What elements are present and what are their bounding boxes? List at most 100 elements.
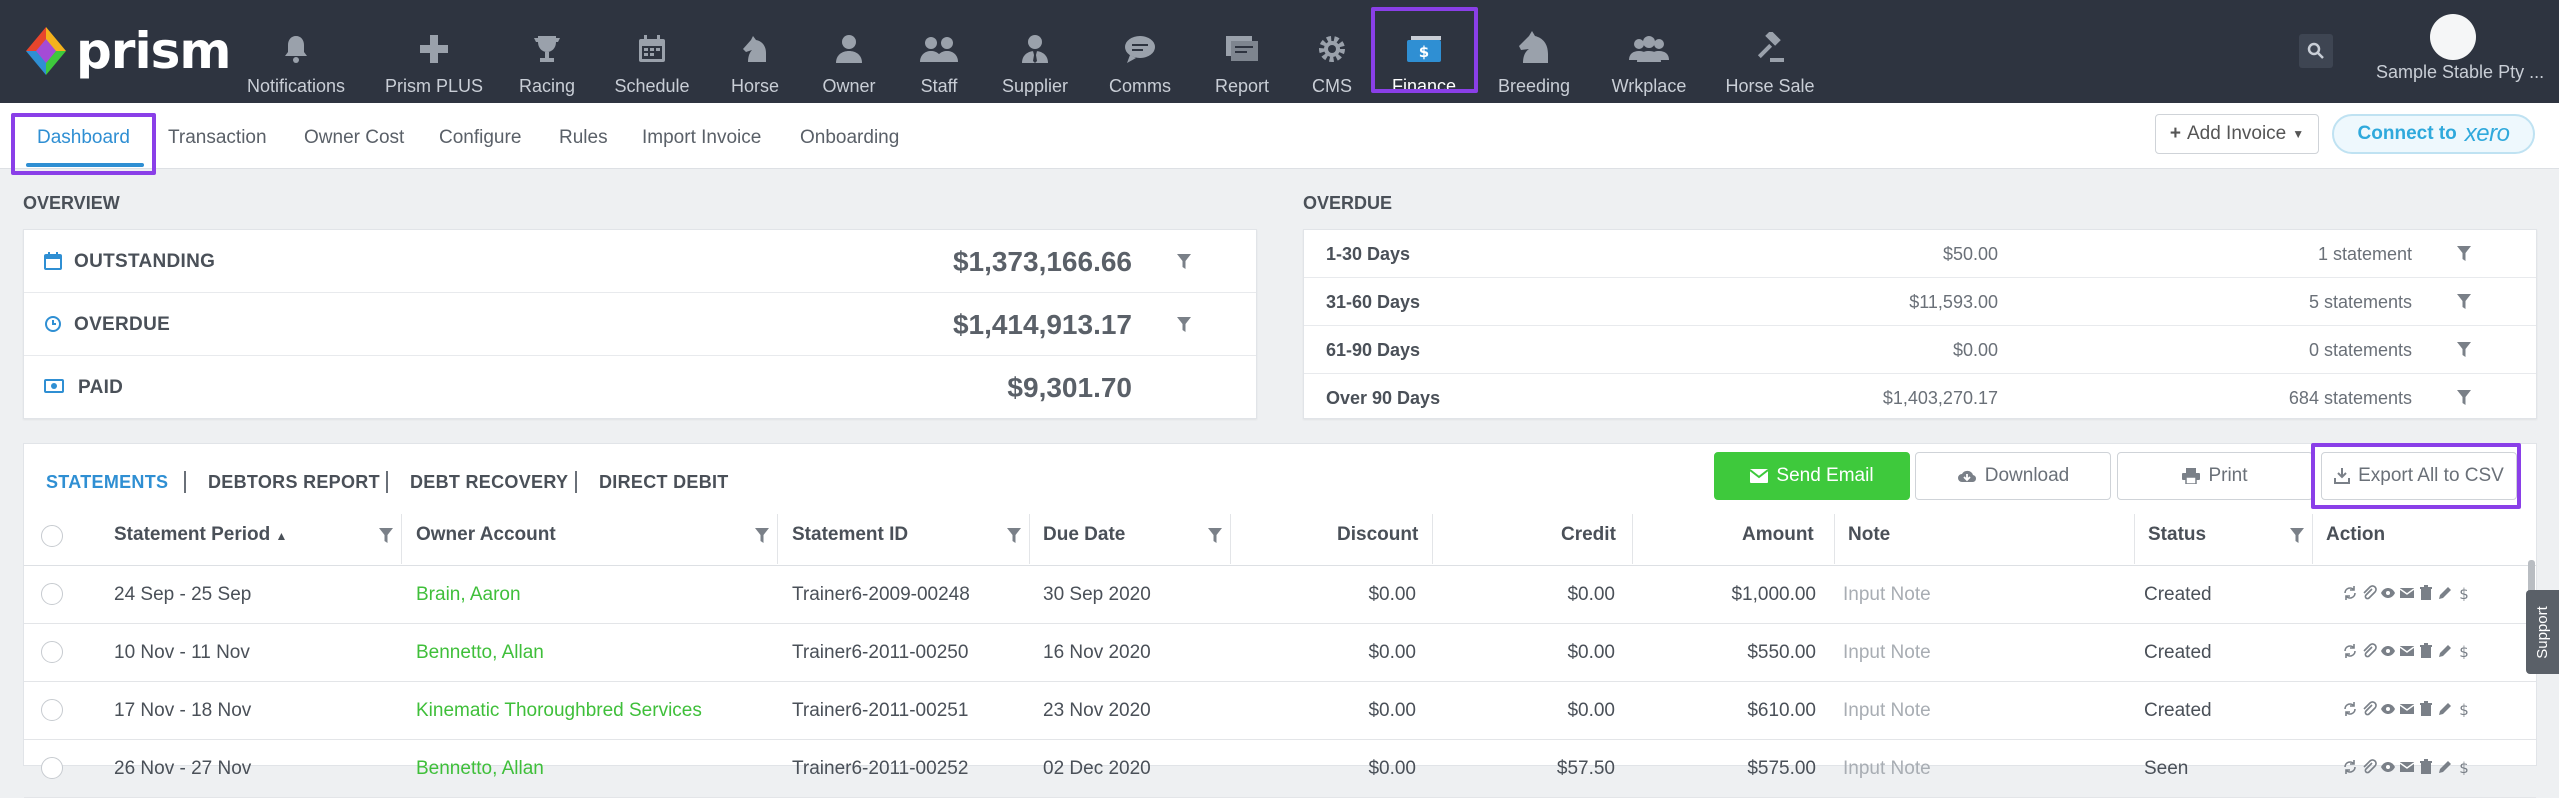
nav-owner[interactable]: Owner: [814, 0, 884, 103]
note-input[interactable]: Input Note: [1843, 700, 1931, 721]
tab-configure[interactable]: Configure: [439, 127, 522, 148]
support-tab[interactable]: Support: [2526, 590, 2559, 674]
owner-link[interactable]: Bennetto, Allan: [416, 758, 544, 779]
filter-icon[interactable]: [2290, 528, 2304, 544]
filter-icon[interactable]: [2457, 246, 2471, 262]
nav-supplier[interactable]: Supplier: [990, 0, 1080, 103]
trash-icon[interactable]: [2418, 643, 2434, 659]
filter-icon[interactable]: [755, 528, 769, 544]
envelope-icon[interactable]: [2399, 643, 2415, 659]
col-owner-account[interactable]: Owner Account: [416, 524, 556, 545]
pencil-icon[interactable]: [2437, 759, 2453, 775]
paperclip-icon[interactable]: [2361, 759, 2377, 775]
print-button[interactable]: Print: [2117, 452, 2313, 500]
pencil-icon[interactable]: [2437, 585, 2453, 601]
trash-icon[interactable]: [2418, 701, 2434, 717]
col-note[interactable]: Note: [1848, 524, 1891, 545]
connect-to-xero-button[interactable]: Connect to xero: [2332, 114, 2535, 154]
nav-schedule[interactable]: Schedule: [606, 0, 698, 103]
dollar-icon[interactable]: $: [2456, 585, 2472, 601]
paperclip-icon[interactable]: [2361, 643, 2377, 659]
row-checkbox[interactable]: [41, 757, 63, 779]
filter-icon[interactable]: [379, 528, 393, 544]
nav-notifications[interactable]: Notifications: [242, 0, 350, 103]
tab-transaction[interactable]: Transaction: [168, 127, 267, 148]
filter-icon[interactable]: [1177, 254, 1191, 270]
nav-wrkplace[interactable]: Wrkplace: [1604, 0, 1694, 103]
trash-icon[interactable]: [2418, 759, 2434, 775]
prism-logo[interactable]: prism: [22, 22, 231, 80]
tab-import-invoice[interactable]: Import Invoice: [642, 127, 762, 148]
pencil-icon[interactable]: [2437, 701, 2453, 717]
dollar-icon[interactable]: $: [2456, 759, 2472, 775]
nav-report[interactable]: Report: [1204, 0, 1280, 103]
col-statement-id[interactable]: Statement ID: [792, 524, 909, 545]
refresh-icon[interactable]: [2342, 585, 2358, 601]
envelope-icon[interactable]: [2399, 759, 2415, 775]
row-checkbox[interactable]: [41, 583, 63, 605]
eye-icon[interactable]: [2380, 759, 2396, 775]
nav-comms[interactable]: Comms: [1100, 0, 1180, 103]
owner-link[interactable]: Brain, Aaron: [416, 584, 521, 605]
note-input[interactable]: Input Note: [1843, 758, 1931, 779]
tab-onboarding[interactable]: Onboarding: [800, 127, 900, 148]
note-input[interactable]: Input Note: [1843, 584, 1931, 605]
filter-icon[interactable]: [2457, 342, 2471, 358]
search-button[interactable]: [2299, 34, 2333, 68]
col-discount[interactable]: Discount: [1337, 524, 1419, 545]
pencil-icon[interactable]: [2437, 643, 2453, 659]
table-row[interactable]: 10 Nov - 11 Nov Bennetto, Allan Trainer6…: [24, 624, 2536, 682]
nav-breeding[interactable]: Breeding: [1488, 0, 1580, 103]
filter-icon[interactable]: [2457, 390, 2471, 406]
refresh-icon[interactable]: [2342, 643, 2358, 659]
nav-prism-plus[interactable]: Prism PLUS: [380, 0, 488, 103]
user-name[interactable]: Sample Stable Pty ...: [2376, 62, 2545, 82]
col-due-date[interactable]: Due Date: [1043, 524, 1126, 545]
add-invoice-button[interactable]: + Add Invoice ▼: [2155, 114, 2319, 154]
nav-cms[interactable]: CMS: [1300, 0, 1364, 103]
nav-horse-sale[interactable]: Horse Sale: [1720, 0, 1820, 103]
send-email-button[interactable]: Send Email: [1714, 452, 1910, 500]
eye-icon[interactable]: [2380, 701, 2396, 717]
filter-icon[interactable]: [2457, 294, 2471, 310]
owner-link[interactable]: Bennetto, Allan: [416, 642, 544, 663]
envelope-icon[interactable]: [2399, 701, 2415, 717]
table-row[interactable]: 24 Sep - 25 Sep Brain, Aaron Trainer6-20…: [24, 566, 2536, 624]
table-row[interactable]: 17 Nov - 18 Nov Kinematic Thoroughbred S…: [24, 682, 2536, 740]
tab-statements[interactable]: STATEMENTS: [46, 472, 169, 492]
dollar-icon[interactable]: $: [2456, 643, 2472, 659]
export-csv-button[interactable]: Export All to CSV: [2321, 452, 2517, 500]
owner-link[interactable]: Kinematic Thoroughbred Services: [416, 700, 702, 721]
paperclip-icon[interactable]: [2361, 701, 2377, 717]
nav-horse[interactable]: Horse: [720, 0, 790, 103]
eye-icon[interactable]: [2380, 643, 2396, 659]
table-row[interactable]: 26 Nov - 27 Nov Bennetto, Allan Trainer6…: [24, 740, 2536, 798]
paperclip-icon[interactable]: [2361, 585, 2377, 601]
row-checkbox[interactable]: [41, 641, 63, 663]
col-credit[interactable]: Credit: [1561, 524, 1616, 545]
refresh-icon[interactable]: [2342, 759, 2358, 775]
tab-debt-recovery[interactable]: DEBT RECOVERY: [410, 472, 569, 492]
filter-icon[interactable]: [1007, 528, 1021, 544]
nav-racing[interactable]: Racing: [510, 0, 584, 103]
filter-icon[interactable]: [1177, 317, 1191, 333]
select-all-checkbox[interactable]: [41, 525, 63, 547]
download-button[interactable]: Download: [1915, 452, 2111, 500]
trash-icon[interactable]: [2418, 585, 2434, 601]
avatar[interactable]: [2430, 14, 2476, 60]
filter-icon[interactable]: [1208, 528, 1222, 544]
dollar-icon[interactable]: $: [2456, 701, 2472, 717]
col-amount[interactable]: Amount: [1742, 524, 1814, 545]
col-statement-period[interactable]: Statement Period ▲: [114, 524, 288, 545]
tab-direct-debit[interactable]: DIRECT DEBIT: [599, 472, 729, 492]
tab-rules[interactable]: Rules: [559, 127, 608, 148]
nav-finance[interactable]: $ Finance: [1378, 0, 1470, 103]
nav-staff[interactable]: Staff: [904, 0, 974, 103]
eye-icon[interactable]: [2380, 585, 2396, 601]
tab-debtors-report[interactable]: DEBTORS REPORT: [208, 472, 380, 492]
tab-dashboard[interactable]: Dashboard: [37, 127, 130, 148]
col-status[interactable]: Status: [2148, 524, 2207, 545]
note-input[interactable]: Input Note: [1843, 642, 1931, 663]
envelope-icon[interactable]: [2399, 585, 2415, 601]
row-checkbox[interactable]: [41, 699, 63, 721]
